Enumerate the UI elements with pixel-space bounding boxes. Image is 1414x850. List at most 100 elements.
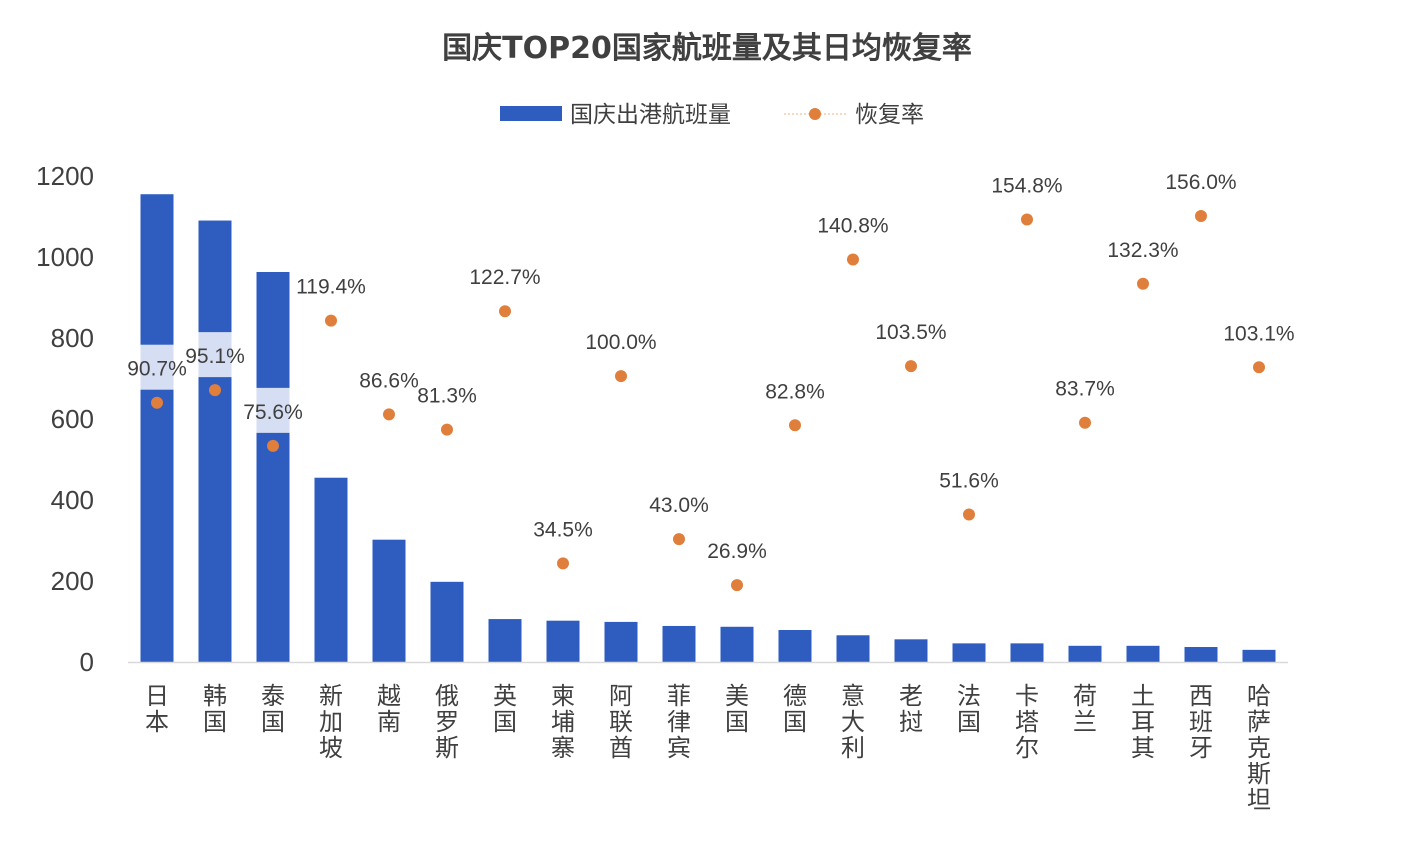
data-label: 83.7% [1055,378,1115,401]
data-label: 119.4% [296,276,366,299]
y-tick-label: 600 [51,404,94,434]
recovery-point [557,557,569,570]
data-label: 81.3% [417,385,477,408]
x-tick-label: 韩国 [203,682,227,736]
recovery-point [615,370,627,383]
x-tick-label: 俄罗斯 [435,682,459,762]
y-tick-label: 800 [51,323,94,353]
x-tick-label: 美国 [725,682,749,736]
data-label: 140.8% [817,214,888,237]
chart-title: 国庆TOP20国家航班量及其日均恢复率 [442,31,972,66]
bar [546,620,580,662]
data-label-backing [1126,225,1160,271]
data-label: 154.8% [991,174,1062,197]
recovery-point [1021,213,1033,226]
data-label-backing [894,308,928,354]
data-label-backing [662,481,696,527]
recovery-point [731,579,743,592]
data-label-backing [256,387,290,433]
recovery-point [963,508,975,521]
recovery-points: 90.7%95.1% 75.6% 119.4% 86.6%81.3% 122.7% 34.… [127,158,1295,592]
bar [778,630,812,662]
data-label: 156.0% [1165,171,1236,194]
y-tick-label: 0 [80,647,94,677]
x-tick-label: 土耳其 [1131,682,1155,762]
data-label: 90.7% [127,358,187,381]
recovery-point [1137,277,1149,290]
y-axis: 0 200 400 600 800 1000 1200 [36,161,94,677]
recovery-point [905,360,917,373]
data-label-backing [198,332,232,378]
bar [488,619,522,662]
x-tick-label: 柬埔寨 [551,682,575,762]
legend: 国庆出港航班量 恢复率 [500,102,924,128]
x-tick-label: 日本 [145,682,169,736]
x-tick-label: 意大利 [841,682,865,762]
bar [662,625,696,662]
recovery-point [441,423,453,436]
recovery-point [267,439,279,452]
recovery-point [1195,210,1207,223]
data-label: 43.0% [649,494,709,517]
bar [198,220,232,663]
data-label-backing [372,356,406,402]
x-tick-label: 泰国 [261,682,285,736]
data-label-backing [1068,364,1102,410]
data-label: 103.5% [875,321,946,344]
x-tick-label: 老挝 [899,682,923,736]
bar [1010,643,1044,662]
bar [1126,645,1160,662]
y-tick-label: 1200 [36,161,94,191]
recovery-point [847,253,859,266]
data-label-backing [314,262,348,308]
data-label-backing [720,527,754,573]
x-tick-label: 荷兰 [1073,682,1097,736]
x-tick-label: 哈萨克斯坦 [1247,682,1271,814]
bar [836,635,870,662]
data-label: 26.9% [707,540,767,563]
recovery-point [151,396,163,409]
x-tick-label: 新加坡 [319,682,343,762]
x-tick-label: 阿联酋 [609,682,633,762]
recovery-point [673,533,685,546]
data-label-backing [546,505,580,551]
data-label-backing [430,371,464,417]
x-tick-label: 越南 [377,682,401,736]
bar [894,639,928,662]
bar [372,539,406,662]
x-tick-label: 西班牙 [1189,682,1213,762]
x-tick-label: 英国 [493,682,517,736]
data-label-backing [1242,309,1276,355]
data-label-backing [488,253,522,299]
recovery-point [499,305,511,318]
recovery-point [209,384,221,397]
recovery-point [325,314,337,327]
bar [140,194,174,662]
data-label-backing [836,201,870,247]
data-label: 122.7% [469,266,540,289]
data-label: 103.1% [1223,322,1294,345]
bar [314,477,348,662]
data-label: 95.1% [185,345,245,368]
recovery-point [1253,361,1265,374]
data-label-backing [952,456,986,502]
recovery-point [1079,416,1091,429]
data-label: 75.6% [243,401,303,424]
x-tick-label: 卡塔尔 [1015,682,1039,762]
x-tick-label: 法国 [957,682,981,736]
bar [430,581,464,662]
x-tick-label: 菲律宾 [667,682,691,762]
bar [604,621,638,662]
recovery-point [789,419,801,432]
bar [952,643,986,662]
bar [1242,649,1276,662]
bar [1068,645,1102,662]
y-tick-label: 400 [51,485,94,515]
data-label-backing [1184,158,1218,204]
legend-swatch-bar [500,106,562,121]
recovery-point [383,408,395,421]
data-label-backing [604,318,638,364]
legend-label-bar: 国庆出港航班量 [570,102,731,128]
data-label-backing [1010,161,1044,207]
